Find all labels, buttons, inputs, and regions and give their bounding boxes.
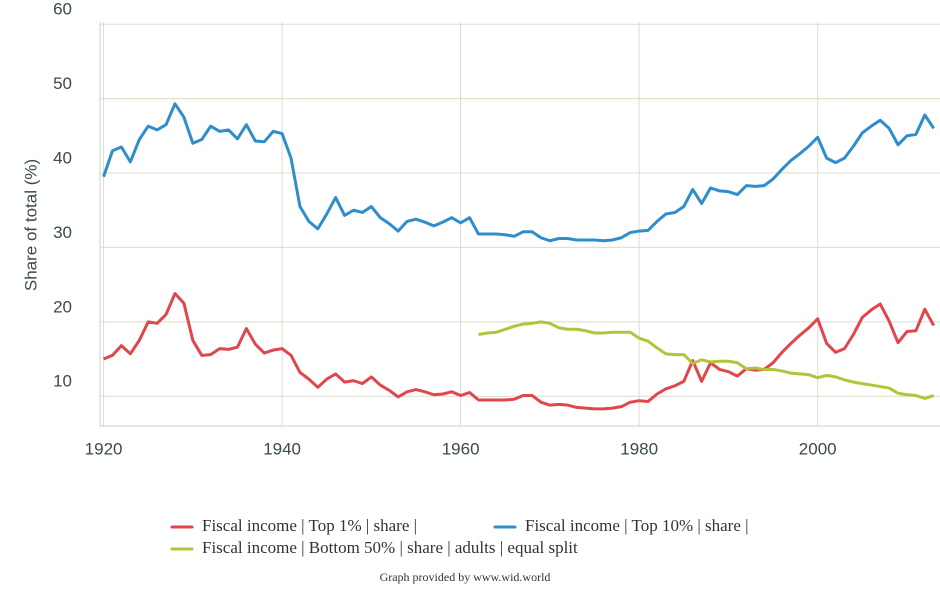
legend-label: Fiscal income | Top 10% | share | [525, 516, 749, 535]
x-tick-label: 1940 [263, 439, 301, 458]
y-axis-title: Share of total (%) [21, 159, 40, 291]
x-tick-label: 1980 [620, 439, 658, 458]
credit: Graph provided by www.wid.world [380, 570, 551, 584]
series-line [478, 320, 935, 400]
y-tick-label: 40 [53, 149, 72, 168]
y-tick-label: 30 [53, 223, 72, 242]
y-tick-label: 20 [53, 297, 72, 316]
y-tick-label: 50 [53, 74, 72, 93]
y-tick-label: 60 [53, 0, 72, 19]
series-line [102, 102, 935, 243]
x-tick-label: 1920 [85, 439, 123, 458]
legend-label: Fiscal income | Top 1% | share | [202, 516, 417, 535]
x-tick-label: 1960 [442, 439, 480, 458]
legend-label: Fiscal income | Bottom 50% | share | adu… [202, 538, 578, 557]
y-tick-label: 10 [53, 372, 72, 391]
x-tick-label: 2000 [799, 439, 837, 458]
series-line [102, 292, 936, 411]
